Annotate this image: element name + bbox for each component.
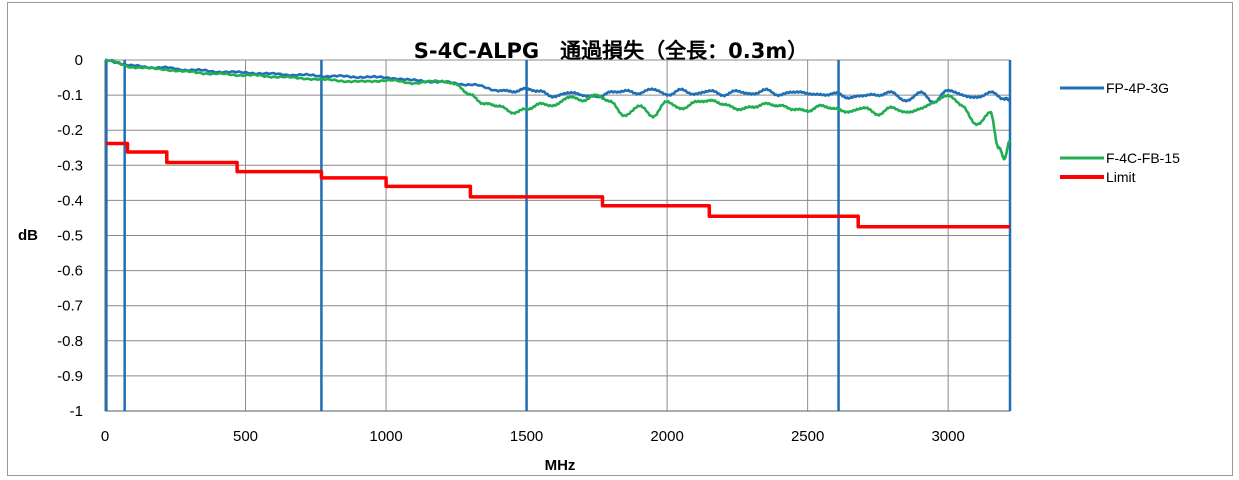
series-line-limit [106, 141, 1010, 229]
x-axis-title: MHz [545, 457, 576, 474]
y-tick-label: 0 [75, 52, 83, 69]
chart-title: S-4C-ALPG 通過損失（全長：0.3m） [414, 39, 808, 63]
x-tick-label: 2000 [650, 428, 683, 445]
x-tick-label: 1500 [510, 428, 543, 445]
y-tick-label: -0.7 [57, 298, 83, 315]
y-tick-label: -0.6 [57, 263, 83, 280]
y-tick-label: -0.8 [57, 333, 83, 350]
y-tick-label: -1 [70, 403, 83, 420]
y-tick-label: -0.5 [57, 228, 83, 245]
y-axis-title: dB [18, 227, 38, 244]
grid [104, 59, 1010, 412]
y-tick-label: -0.9 [57, 368, 83, 385]
y-tick-label: -0.2 [57, 122, 83, 139]
x-tick-label: 500 [233, 428, 258, 445]
series-lines [104, 58, 1012, 229]
series-line-fp-4p-3g [104, 58, 1012, 105]
tick-labels: 0 -0.1 -0.2 -0.3 -0.4 -0.5 -0.6 -0.7 -0.8 -0.9 -1 0… [57, 52, 965, 445]
chart-frame: S-4C-ALPG 通過損失（全長：0.3m） MHz dB 0 -0.1 -0.2… [7, 2, 1233, 476]
band-markers [105, 60, 1012, 411]
legend-label: F-4C-FB-15 [1106, 150, 1180, 166]
x-tick-label: 1000 [369, 428, 402, 445]
x-tick-label: 2500 [791, 428, 824, 445]
legend: FP-4P-3G F-4C-FB-15 Limit [1060, 80, 1180, 185]
series-line-f-4c-fb-15 [104, 58, 1011, 161]
y-tick-label: -0.4 [57, 192, 83, 209]
x-tick-label: 3000 [931, 428, 964, 445]
y-tick-label: -0.1 [57, 87, 83, 104]
x-tick-label: 0 [101, 428, 109, 445]
line-chart: S-4C-ALPG 通過損失（全長：0.3m） MHz dB 0 -0.1 -0.2… [18, 39, 1180, 474]
legend-label: FP-4P-3G [1106, 80, 1169, 96]
y-tick-label: -0.3 [57, 157, 83, 174]
legend-label: Limit [1106, 169, 1136, 185]
